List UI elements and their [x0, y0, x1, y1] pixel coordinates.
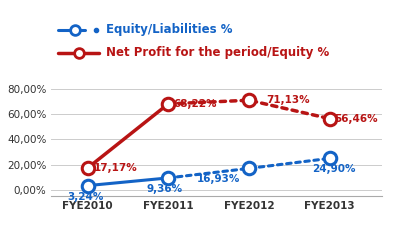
Text: 71,13%: 71,13%: [267, 95, 310, 105]
Text: 3,24%: 3,24%: [68, 192, 104, 202]
Text: 16,93%: 16,93%: [197, 174, 240, 184]
Text: 9,36%: 9,36%: [146, 184, 182, 194]
Text: Net Profit for the period/Equity %: Net Profit for the period/Equity %: [106, 46, 329, 59]
Text: 56,46%: 56,46%: [335, 114, 378, 124]
Text: 17,17%: 17,17%: [94, 163, 138, 173]
Text: Equity/Liabilities %: Equity/Liabilities %: [106, 23, 232, 36]
Text: 24,90%: 24,90%: [312, 164, 355, 174]
Text: 68,22%: 68,22%: [173, 99, 217, 109]
